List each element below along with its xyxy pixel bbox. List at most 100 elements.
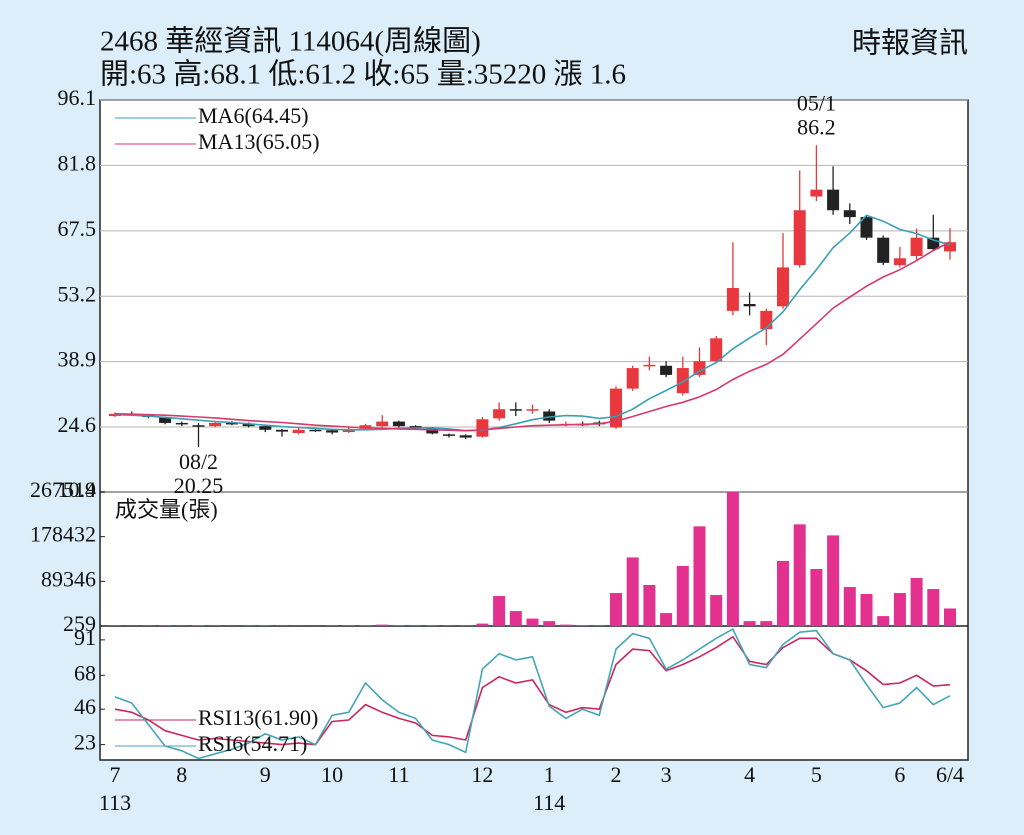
volume-bar (526, 618, 539, 626)
x-tick-label: 11 (388, 762, 409, 787)
candle-body (860, 217, 873, 238)
source: 時報資訊 (852, 27, 968, 60)
x-tick-label: 6 (894, 762, 905, 787)
y-tick-label: 38.9 (58, 347, 97, 372)
annotation-value: 20.25 (174, 473, 224, 498)
volume-bar (376, 624, 389, 626)
y-tick-label: 267519 (30, 477, 96, 502)
volume-bar (509, 611, 522, 626)
candle-body (259, 426, 272, 430)
legend-label: MA6(64.45) (198, 103, 309, 128)
volume-bar (559, 624, 572, 626)
candle-body (159, 416, 172, 423)
volume-bar (793, 524, 806, 626)
x-tick-label: 9 (260, 762, 271, 787)
volume-bar (660, 613, 673, 626)
volume-bar (910, 577, 923, 626)
candle-body (476, 419, 489, 437)
volume-bar (743, 621, 756, 626)
volume-bar (726, 492, 739, 626)
annotation-label: 08/2 (179, 449, 218, 474)
x-tick-label: 1 (544, 762, 555, 787)
volume-bar (877, 616, 890, 626)
volume-bar (676, 565, 689, 626)
volume-bar (643, 585, 656, 626)
y-tick-label: 96.1 (58, 85, 97, 110)
volume-bar (626, 557, 639, 626)
volume-bar (710, 595, 723, 626)
candle-body (359, 425, 372, 429)
candle-body (843, 210, 856, 218)
y-tick-label: 46 (74, 694, 96, 719)
y-tick-label: 53.2 (58, 281, 97, 306)
candle-body (493, 409, 506, 419)
y-tick-label: 89346 (41, 566, 96, 591)
y-tick-label: 91 (74, 625, 96, 650)
candle-body (292, 429, 305, 433)
volume-bar (476, 623, 489, 626)
series-line (114, 635, 951, 746)
candle-body (443, 434, 455, 436)
annotation-label: 05/1 (797, 90, 836, 115)
volume-bar (777, 560, 789, 626)
x-tick-label: 4 (744, 762, 755, 787)
candle-body (743, 304, 756, 307)
x-tick-label: 8 (176, 762, 187, 787)
candle-body (392, 421, 405, 427)
y-tick-label: 24.6 (58, 412, 97, 437)
x-tick-label: 3 (661, 762, 672, 787)
candle-body (459, 435, 472, 438)
volume-bar (359, 625, 372, 626)
y-tick-label: 81.8 (58, 150, 97, 175)
candle-body (893, 258, 906, 266)
x-tick-sublabel: 113 (99, 790, 131, 815)
x-tick-label: 7 (110, 762, 121, 787)
candle-body (910, 237, 923, 256)
volume-bar (760, 621, 773, 626)
candle-body (309, 429, 322, 432)
candle-body (209, 422, 222, 427)
candle-body (827, 189, 840, 211)
candle-body (610, 388, 622, 428)
volume-bar (860, 594, 873, 626)
candle-body (225, 422, 238, 425)
candle-body (242, 423, 255, 427)
panel-title: 成交量(張) (115, 497, 218, 522)
legend-label: RSI13(61.90) (198, 705, 318, 730)
candle-body (660, 365, 673, 375)
candle-body (793, 210, 806, 266)
candle-body (693, 361, 706, 375)
candle-body (376, 421, 389, 427)
plot-frame (99, 99, 969, 761)
candle-body (726, 287, 739, 311)
y-tick-label: 259 (63, 611, 96, 636)
volume-bar (843, 587, 856, 626)
series-line (114, 241, 951, 432)
series-line (114, 214, 951, 432)
x-tick-label: 6/4 (936, 762, 964, 787)
candle-body (777, 267, 789, 307)
candle-body (543, 411, 556, 421)
volume-bar (543, 621, 556, 626)
candle-body (710, 338, 723, 362)
candle-body (526, 409, 539, 411)
y-tick-label: 178432 (30, 522, 96, 547)
chart-title: 2468 華經資訊 114064(周線圖) (100, 25, 481, 58)
legend-label: RSI6(54.71) (198, 731, 307, 756)
x-tick-label: 2 (611, 762, 622, 787)
y-tick-label: 10.4 (58, 477, 97, 502)
volume-bar (893, 593, 906, 626)
candle-body (676, 368, 689, 394)
annotation-value: 86.2 (797, 114, 836, 139)
volume-bar (810, 568, 823, 626)
candle-body (192, 425, 205, 427)
candle-body (276, 429, 288, 432)
candle-body (944, 242, 956, 252)
candle-body (810, 189, 823, 197)
candle-body (326, 430, 339, 433)
candle-body (927, 237, 940, 250)
volume-bar (927, 589, 940, 626)
x-tick-label: 10 (321, 762, 343, 787)
